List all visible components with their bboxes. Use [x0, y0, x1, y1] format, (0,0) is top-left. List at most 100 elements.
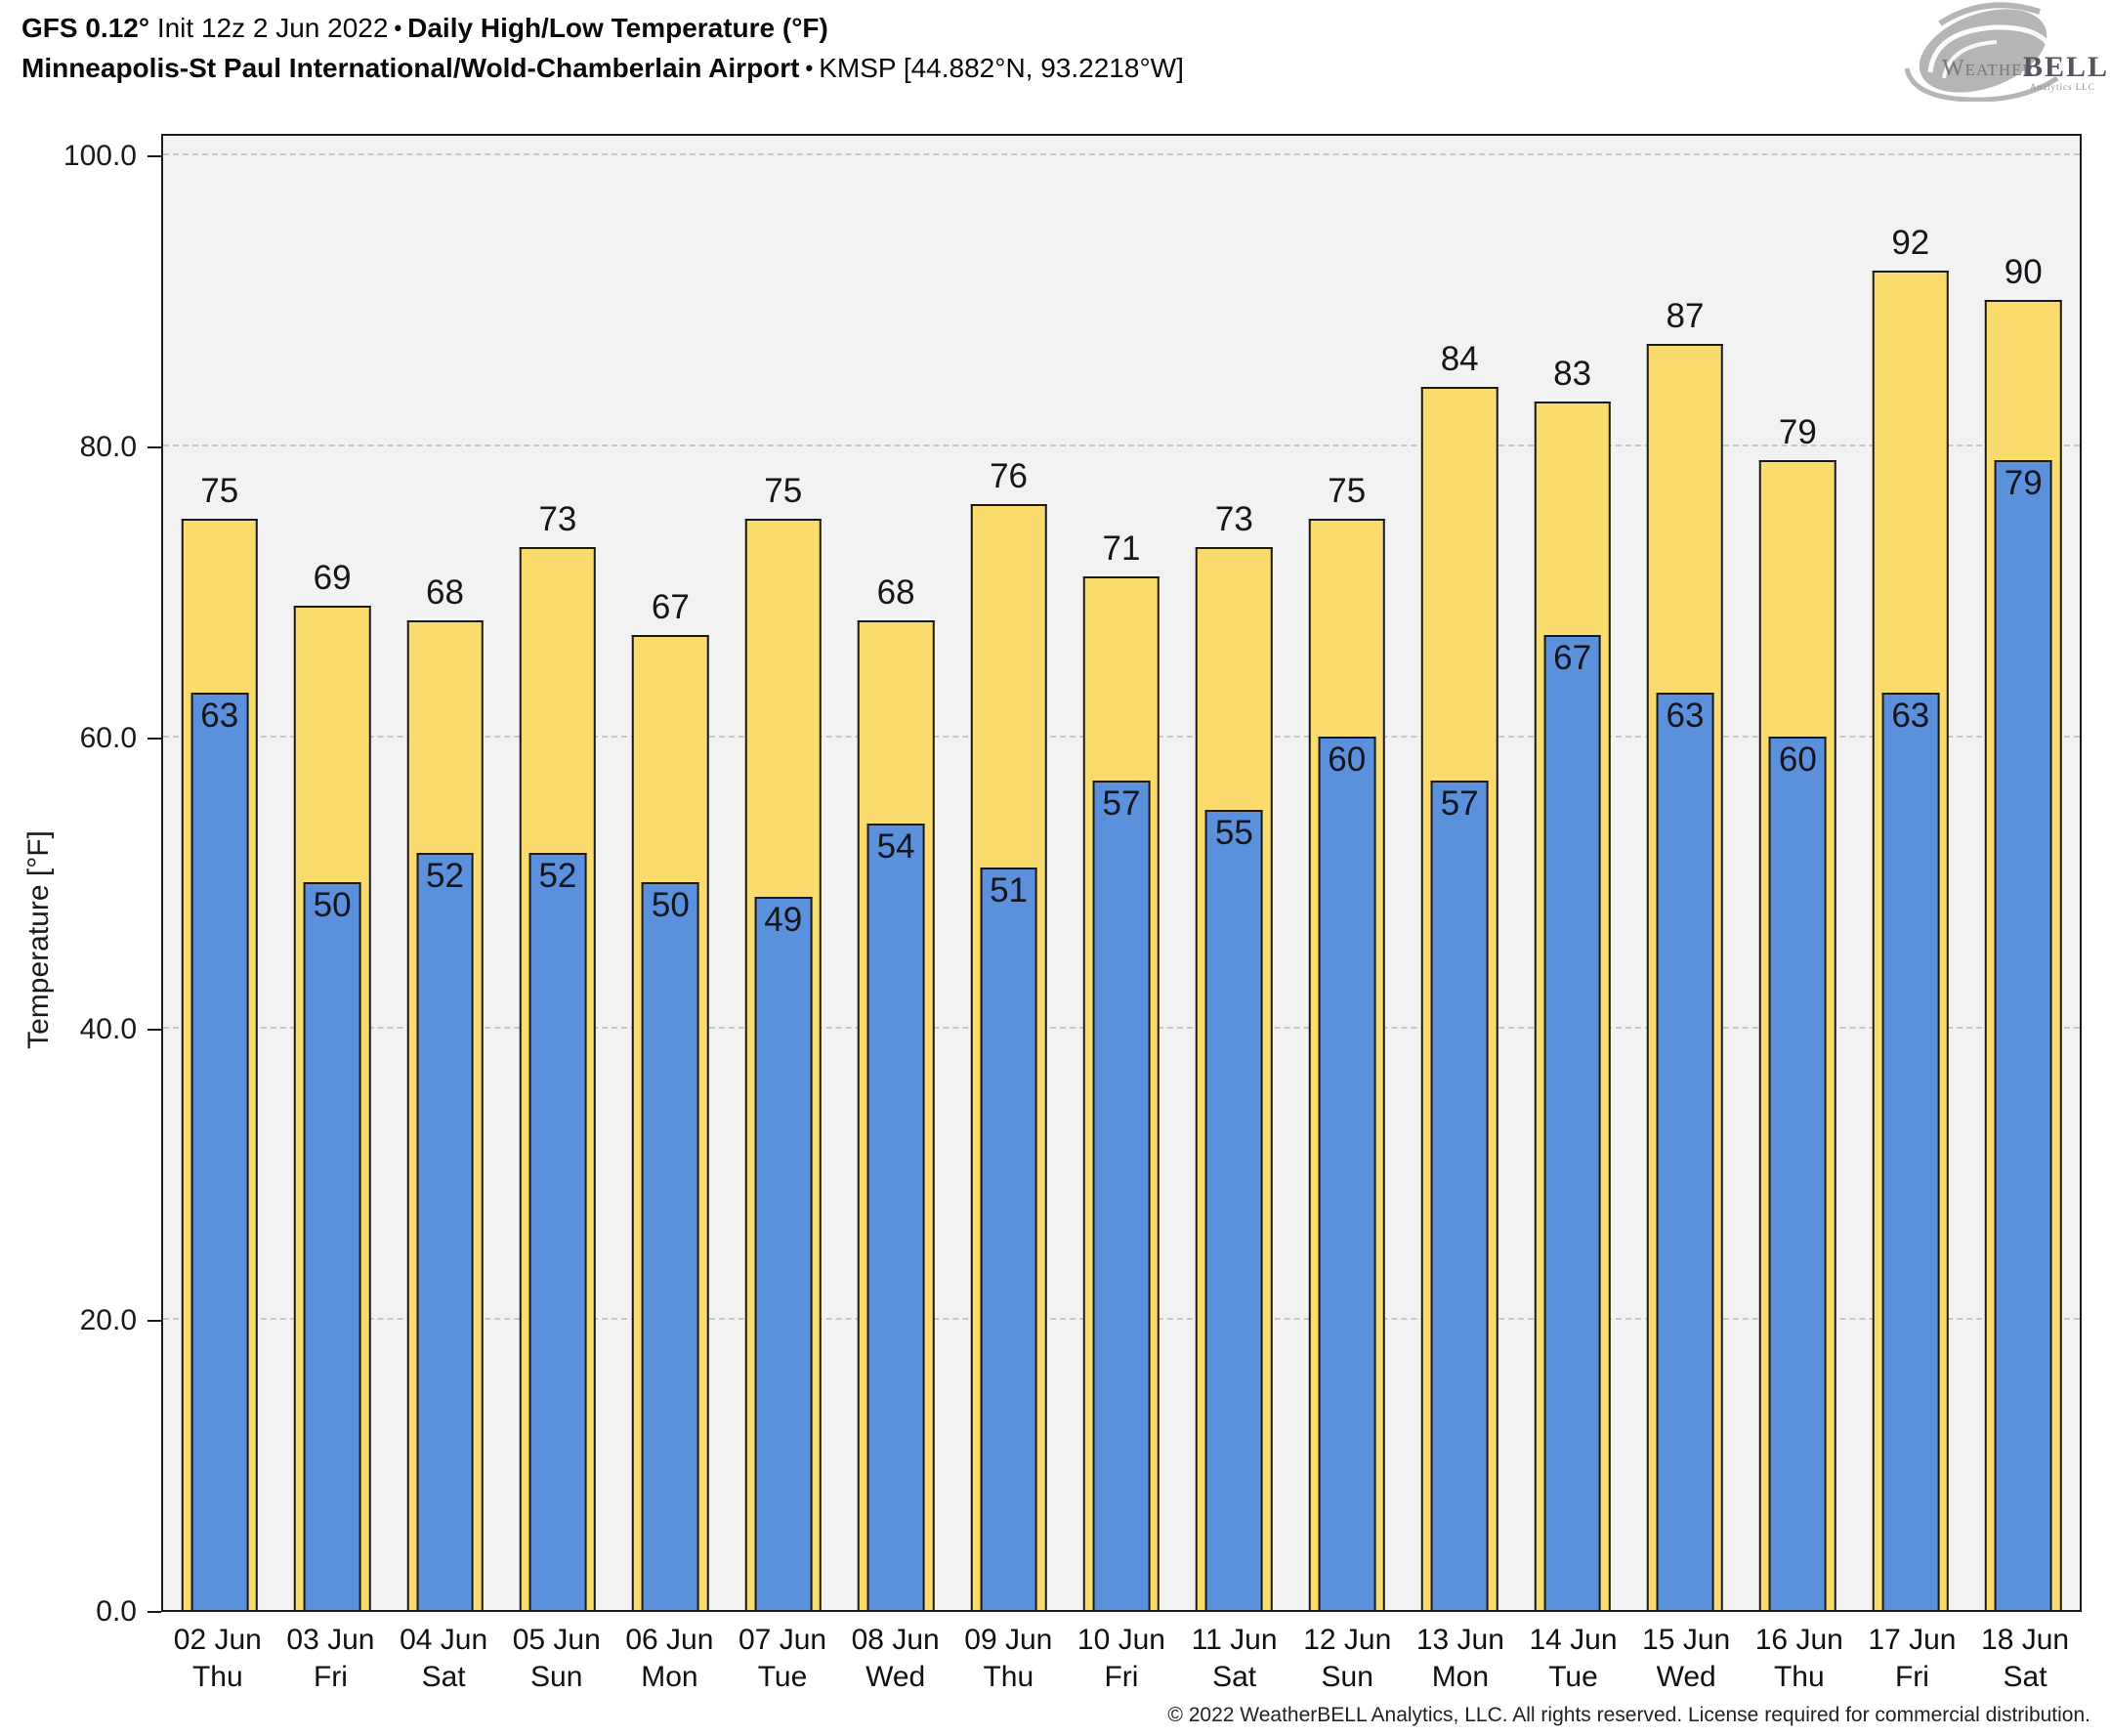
x-tick-date: 06 Jun	[625, 1624, 714, 1656]
x-tick-label: 08 Jun Wed	[839, 1622, 952, 1696]
logo-text-bell: BELL	[2023, 51, 2106, 83]
y-tick-mark	[148, 446, 161, 448]
low-bar: 63	[1656, 693, 1714, 1610]
low-value-label: 51	[990, 871, 1029, 910]
x-tick-date: 10 Jun	[1076, 1624, 1165, 1656]
x-tick-date: 08 Jun	[851, 1624, 940, 1656]
product-name: Daily High/Low Temperature (°F)	[407, 13, 828, 43]
high-value-label: 75	[764, 471, 803, 510]
station-meta: KMSP [44.882°N, 93.2218°W]	[819, 53, 1184, 83]
x-tick-date: 11 Jun	[1191, 1624, 1278, 1656]
high-value-label: 92	[1891, 224, 1930, 263]
high-value-label: 68	[426, 572, 464, 612]
x-tick-label: 06 Jun Mon	[613, 1622, 727, 1696]
low-value-label: 50	[651, 886, 690, 924]
bullet-separator: •	[805, 56, 814, 80]
x-tick-label: 14 Jun Tue	[1517, 1622, 1630, 1696]
x-tick-date: 09 Jun	[964, 1624, 1053, 1656]
x-tick-day: Fri	[313, 1661, 348, 1693]
x-tick-date: 14 Jun	[1529, 1624, 1618, 1656]
high-value-label: 75	[200, 471, 239, 510]
x-tick-label: 11 Jun Sat	[1178, 1622, 1291, 1696]
bar-group: 75 60	[1290, 136, 1403, 1610]
low-value-label: 63	[1666, 697, 1705, 736]
high-value-label: 73	[1214, 500, 1253, 539]
high-value-label: 73	[538, 500, 577, 539]
x-tick-date: 17 Jun	[1868, 1624, 1957, 1656]
bar-group: 83 67	[1516, 136, 1628, 1610]
bar-group: 69 50	[275, 136, 388, 1610]
bar-group: 75 49	[727, 136, 839, 1610]
y-tick-mark	[148, 1320, 161, 1322]
x-tick-date: 04 Jun	[400, 1624, 488, 1656]
x-tick-label: 15 Jun Wed	[1629, 1622, 1743, 1696]
x-tick-label: 02 Jun Thu	[161, 1622, 274, 1696]
low-value-label: 50	[313, 886, 352, 924]
logo-swirl-arm-top	[1938, 2, 2041, 26]
gridline	[163, 153, 2080, 155]
y-tick-label: 0.0	[96, 1595, 137, 1628]
x-tick-label: 16 Jun Thu	[1743, 1622, 1856, 1696]
chart-title-line2: Minneapolis-St Paul International/Wold-C…	[21, 48, 1184, 88]
y-tick-mark	[148, 738, 161, 740]
x-tick-date: 15 Jun	[1642, 1624, 1731, 1656]
y-tick-mark	[148, 1029, 161, 1031]
low-bar: 52	[528, 853, 587, 1610]
low-value-label: 57	[1440, 783, 1479, 823]
x-tick-label: 04 Jun Sat	[387, 1622, 500, 1696]
x-tick-day: Sat	[421, 1661, 466, 1693]
low-value-label: 79	[2004, 463, 2043, 502]
low-value-label: 52	[426, 857, 464, 896]
y-tick-label: 100.0	[63, 140, 137, 172]
station-name: Minneapolis-St Paul International/Wold-C…	[21, 53, 800, 83]
bar-group: 73 55	[1178, 136, 1290, 1610]
x-tick-day: Sat	[1212, 1661, 1257, 1693]
low-value-label: 60	[1778, 741, 1817, 779]
x-tick-day: Mon	[1431, 1661, 1490, 1693]
y-tick-label: 60.0	[79, 722, 137, 754]
low-bar: 63	[1881, 693, 1940, 1610]
x-tick-day: Wed	[865, 1661, 926, 1693]
low-bar: 51	[980, 868, 1037, 1610]
high-value-label: 67	[651, 587, 690, 626]
high-value-label: 84	[1440, 340, 1479, 379]
y-tick-mark	[148, 155, 161, 157]
high-value-label: 76	[990, 456, 1029, 495]
x-tick-date: 03 Jun	[286, 1624, 375, 1656]
x-tick-label: 05 Jun Sun	[500, 1622, 613, 1696]
logo-text-sub: Analytics LLC	[2030, 82, 2095, 92]
low-value-label: 49	[764, 900, 803, 939]
x-tick-day: Tue	[1548, 1661, 1598, 1693]
x-tick-date: 02 Jun	[173, 1624, 262, 1656]
plot-bars: 75 63 69 50 68 52 73 52 67 50 75 49 68 54 76 51 71 57 73 55…	[163, 136, 2080, 1610]
low-bar: 57	[1430, 780, 1489, 1610]
x-axis-labels: 02 Jun Thu 03 Jun Fri 04 Jun Sat 05 Jun Sun 06 J…	[161, 1622, 2082, 1696]
bar-group: 71 57	[1065, 136, 1177, 1610]
x-tick-date: 16 Jun	[1754, 1624, 1843, 1656]
x-tick-label: 12 Jun Sun	[1290, 1622, 1404, 1696]
x-tick-label: 07 Jun Tue	[726, 1622, 839, 1696]
low-value-label: 63	[200, 697, 239, 736]
low-value-label: 54	[876, 827, 915, 867]
low-bar: 54	[866, 824, 925, 1610]
low-bar: 57	[1092, 780, 1151, 1610]
x-tick-date: 13 Jun	[1415, 1624, 1504, 1656]
x-tick-day: Thu	[191, 1661, 243, 1693]
high-value-label: 71	[1102, 529, 1141, 569]
bar-group: 67 50	[614, 136, 727, 1610]
y-tick-mark	[148, 1611, 161, 1613]
x-tick-day: Fri	[1894, 1661, 1929, 1693]
x-tick-day: Thu	[1773, 1661, 1825, 1693]
x-tick-label: 18 Jun Sat	[1968, 1622, 2082, 1696]
low-bar: 79	[1994, 459, 2052, 1610]
bar-group: 92 63	[1854, 136, 1966, 1610]
high-value-label: 87	[1666, 296, 1705, 335]
low-value-label: 60	[1328, 741, 1367, 779]
bar-group: 68 54	[839, 136, 951, 1610]
y-tick-label: 80.0	[79, 431, 137, 463]
high-value-label: 79	[1778, 412, 1817, 451]
low-value-label: 52	[538, 857, 577, 896]
low-bar: 55	[1204, 809, 1263, 1610]
x-tick-day: Mon	[641, 1661, 698, 1693]
high-value-label: 68	[876, 572, 915, 612]
